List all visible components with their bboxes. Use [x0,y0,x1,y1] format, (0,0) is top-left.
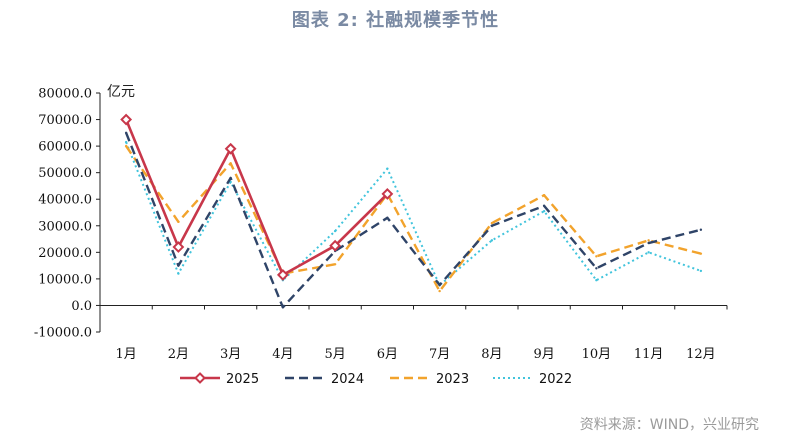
data-point-2025 [329,239,342,252]
data-point-2022 [386,167,389,170]
data-point-2024 [490,224,494,227]
x-tick-label: 4月 [272,347,293,362]
chart-title: 图表 2: 社融规模季节性 [291,10,500,31]
data-point-2024 [177,264,180,267]
x-tick-label: 9月 [533,347,554,362]
legend-label-2023: 2023 [436,372,469,387]
data-point-2022 [699,269,703,273]
data-point-2023 [699,252,703,255]
data-point-2023 [333,263,337,266]
source-note: 资料来源：WIND，兴业研究 [579,417,759,433]
data-point-2024 [595,267,598,270]
data-point-2023 [438,289,441,293]
data-point-2022 [490,239,494,242]
data-point-2025 [276,268,289,281]
x-tick-label: 6月 [377,347,398,362]
y-tick-label: 20000.0 [38,246,92,261]
y-tick-label: 70000.0 [38,113,92,128]
data-point-2022 [595,279,598,282]
x-tick-label: 3月 [220,347,241,362]
x-tick-label: 11月 [634,347,664,362]
y-tick-label: 0.0 [71,299,92,314]
data-point-2022 [647,251,650,254]
data-point-2024 [124,131,128,135]
y-tick-label: 50000.0 [38,166,92,181]
y-tick-label: 30000.0 [38,219,92,234]
data-point-2022 [542,209,546,213]
x-tick-label: 8月 [481,347,502,362]
y-axis-unit: 亿元 [107,84,135,100]
series-line-2024 [125,132,702,309]
series-line-2022 [125,141,702,287]
data-point-2023 [542,194,546,197]
data-point-2024 [542,204,546,208]
data-point-2025 [120,113,133,126]
y-tick-label: -10000.0 [34,326,92,341]
data-point-2024 [281,306,285,309]
data-point-2023 [124,144,128,148]
data-point-2023 [229,162,232,165]
data-point-2022 [124,140,128,144]
data-point-2022 [229,180,232,184]
legend-label-2025: 2025 [226,372,259,387]
data-point-2024 [647,241,650,245]
y-tick-label: 10000.0 [38,272,92,287]
x-tick-label: 10月 [582,347,612,362]
y-tick-label: 60000.0 [38,140,92,155]
data-point-2023 [647,239,650,242]
x-tick-label: 12月 [686,347,716,362]
data-point-2025 [224,142,237,155]
series-line-2025 [124,119,389,277]
x-tick-label: 7月 [429,347,450,362]
data-point-2024 [699,228,703,231]
series-line-2023 [125,145,702,293]
data-point-2024 [229,176,232,180]
data-point-2024 [386,216,389,220]
legend-label-2024: 2024 [331,372,364,387]
y-tick-label: 80000.0 [38,87,92,102]
data-point-2025 [381,187,394,200]
y-tick-label: 40000.0 [38,193,92,208]
x-tick-label: 1月 [115,347,136,362]
x-tick-label: 5月 [324,347,345,362]
legend-label-2022: 2022 [539,372,572,387]
legend-marker-2025 [194,372,206,384]
x-tick-label: 2月 [168,347,189,362]
data-point-2023 [490,221,494,225]
data-point-2022 [177,272,180,275]
data-point-2022 [333,229,337,233]
data-point-2024 [438,283,441,287]
data-point-2025 [172,241,185,253]
data-point-2023 [177,220,180,223]
data-point-2023 [595,255,598,258]
